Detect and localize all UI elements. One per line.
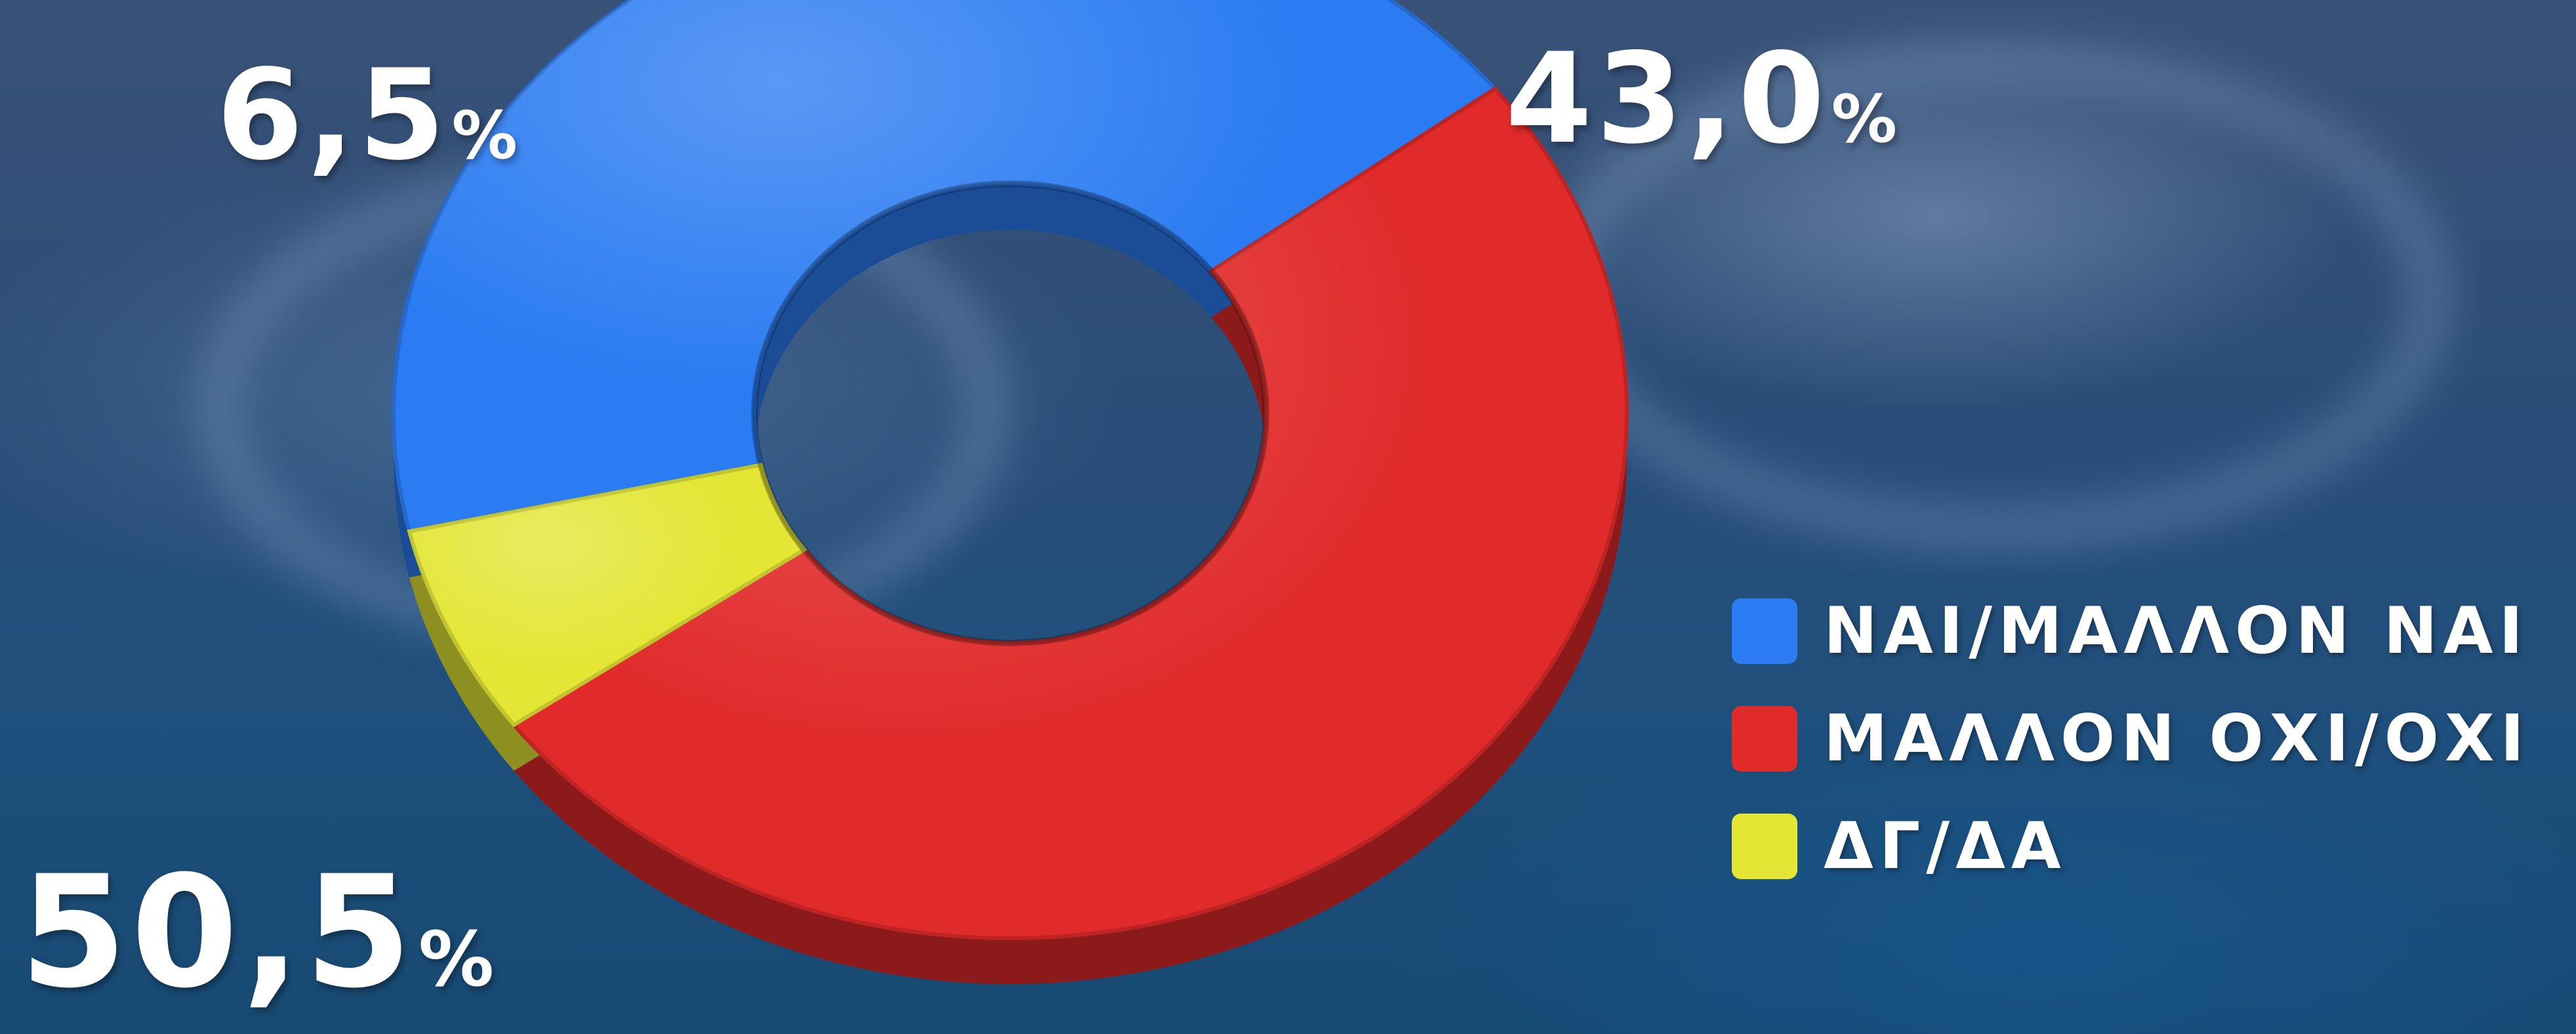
value-label-nai-unit: % [1831,81,1901,157]
value-label-nai: 43,0% [1505,26,1901,171]
legend-label-oxi: ΜΑΛΛΟΝ ΟΧΙ/ΟΧΙ [1824,701,2530,776]
value-label-oxi-number: 50,5 [20,843,416,1022]
value-label-nai-number: 43,0 [1505,26,1829,171]
value-label-oxi-unit: % [418,916,499,1004]
legend-label-nai: ΝΑΙ/ΜΑΛΛΟΝ ΝΑΙ [1824,594,2529,669]
slice-gloss-oxi [514,89,1627,938]
legend-swatch-oxi [1732,706,1797,772]
slice-gloss-dg-da [409,465,805,725]
legend-item-nai: ΝΑΙ/ΜΑΛΛΟΝ ΝΑΙ [1732,594,2530,669]
legend-swatch-dg-da [1732,814,1797,879]
chart-legend: ΝΑΙ/ΜΑΛΛΟΝ ΝΑΙ ΜΑΛΛΟΝ ΟΧΙ/ΟΧΙ ΔΓ/ΔΑ [1732,594,2530,884]
value-label-oxi: 50,5% [20,843,498,1022]
value-label-dg-da-number: 6,5 [216,43,449,188]
legend-item-oxi: ΜΑΛΛΟΝ ΟΧΙ/ΟΧΙ [1732,701,2530,776]
legend-swatch-nai [1732,598,1797,664]
donut-hole-rim [751,180,1269,646]
slice-top-layer [392,0,1629,940]
legend-item-dg-da: ΔΓ/ΔΑ [1732,809,2530,884]
value-label-dg-da-unit: % [451,97,521,174]
legend-label-dg-da: ΔΓ/ΔΑ [1824,809,2067,884]
value-label-dg-da: 6,5% [216,43,521,188]
slice-gloss-nai [394,0,1495,531]
